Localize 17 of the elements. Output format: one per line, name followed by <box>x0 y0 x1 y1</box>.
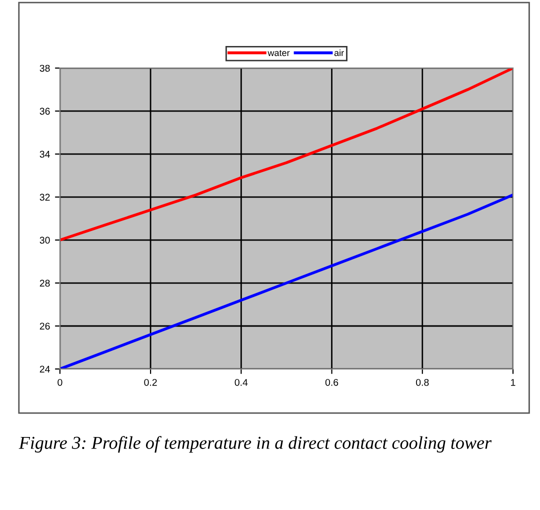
x-tick-label: 0.4 <box>234 378 248 386</box>
caption: Figure 3: Profile of temperature in a direct contact cooling tower <box>18 436 492 453</box>
legend-label: air <box>334 49 344 56</box>
y-tick-label: 24 <box>40 366 50 373</box>
y-tick-label: 34 <box>40 150 50 158</box>
legend-label: water <box>268 50 290 56</box>
y-tick-label: 26 <box>40 322 50 330</box>
y-tick-label: 32 <box>40 194 50 201</box>
y-tick-label: 30 <box>40 236 50 244</box>
y-tick-label: 38 <box>40 64 50 72</box>
x-tick-label: 1 <box>511 379 516 386</box>
x-tick-label: 0.2 <box>144 378 157 386</box>
y-tick-label: 28 <box>40 280 50 287</box>
x-tick-label: 0 <box>58 378 62 386</box>
x-tick-label: 0.6 <box>325 378 338 386</box>
y-tick-label: 36 <box>40 108 50 115</box>
x-tick-label: 0.8 <box>416 378 429 386</box>
